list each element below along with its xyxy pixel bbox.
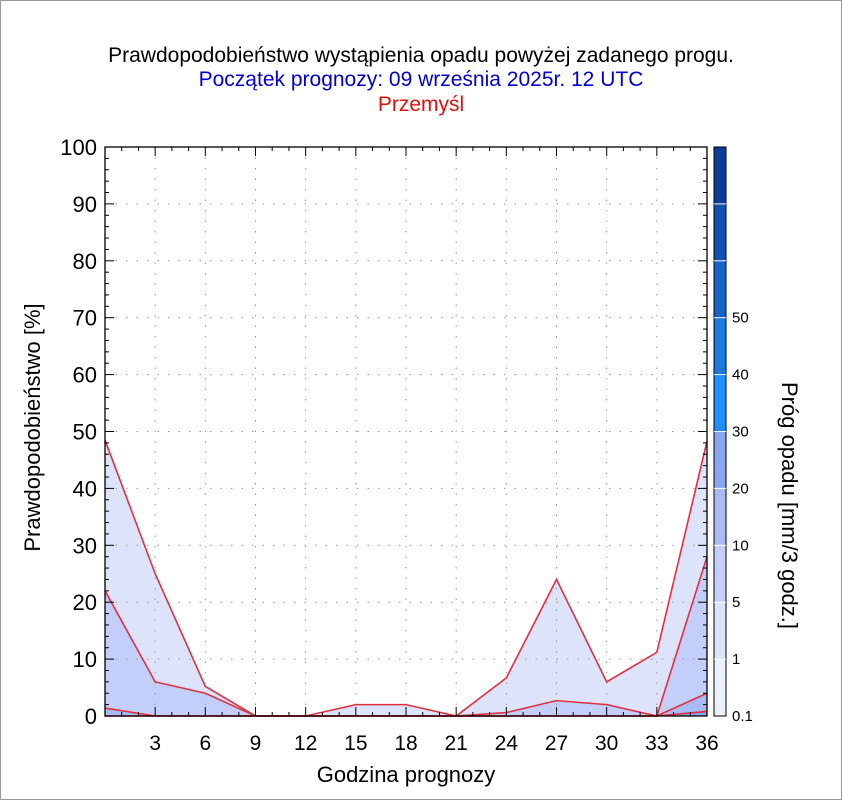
x-tick-label: 15: [344, 732, 367, 755]
y-axis-label: Prawdopodobieństwo [%]: [20, 303, 45, 551]
colorbar-labels: 0.1 1 5 10 20 30 40 50: [732, 310, 753, 725]
colorbar-tick-label: 5: [732, 594, 740, 611]
area-threshold-1: [105, 556, 707, 716]
colorbar-tick-label: 30: [732, 424, 749, 441]
y-tick-label: 10: [73, 647, 97, 672]
y-tick-label: 70: [73, 306, 97, 331]
colorbar-tick-label: 0.1: [732, 708, 753, 725]
x-tick-label: 18: [394, 732, 417, 755]
y-tick-label: 80: [73, 249, 97, 274]
x-tick-label: 33: [645, 732, 668, 755]
location-name: Przemyśl: [377, 93, 465, 116]
colorbar-segment: [714, 260, 726, 318]
colorbar-segment: [714, 659, 726, 716]
colorbar-tick-label: 1: [732, 651, 740, 668]
x-tick-label: 24: [495, 732, 519, 755]
x-tick-label: 21: [444, 732, 467, 755]
colorbar-segment: [714, 147, 726, 204]
colorbar-segment: [714, 317, 726, 375]
x-tick-labels: 3 6 9 12 15 18 21 24 27 30 33 36: [149, 732, 718, 755]
x-axis-label: Godzina prognozy: [317, 762, 496, 787]
colorbar-segment: [714, 374, 726, 432]
colorbar-label: Próg opadu [mm/3 godz.]: [777, 382, 802, 629]
colorbar-segment: [714, 203, 726, 261]
x-tick-label: 6: [199, 732, 211, 755]
grid-lines: [105, 147, 707, 716]
x-tick-label: 30: [595, 732, 618, 755]
probability-areas: [105, 440, 707, 716]
colorbar-tick-label: 20: [732, 480, 749, 497]
x-tick-label: 3: [149, 732, 161, 755]
area-threshold-0.1: [105, 440, 707, 716]
colorbar-segment: [714, 545, 726, 603]
axis-ticks: [104, 146, 708, 717]
y-tick-label: 0: [85, 704, 97, 729]
x-tick-label: 12: [294, 732, 317, 755]
y-tick-labels: 0 10 20 30 40 50 60 70 80 90 100: [60, 135, 97, 729]
colorbar-segment: [714, 602, 726, 660]
y-tick-label: 20: [73, 590, 97, 615]
x-tick-label: 27: [545, 732, 568, 755]
colorbar-tick-label: 10: [732, 537, 749, 554]
colorbar: [713, 146, 727, 717]
colorbar-tick-label: 50: [732, 310, 749, 327]
x-tick-label: 36: [695, 732, 718, 755]
colorbar-segment: [714, 488, 726, 546]
y-tick-label: 50: [73, 420, 97, 445]
y-tick-label: 40: [73, 476, 97, 501]
y-tick-label: 60: [73, 363, 97, 388]
y-tick-label: 30: [73, 533, 97, 558]
forecast-start-subtitle: Początek prognozy: 09 września 2025r. 12…: [198, 68, 644, 91]
y-tick-label: 90: [73, 192, 97, 217]
y-tick-label: 100: [60, 135, 97, 160]
chart-title: Prawdopodobieństwo wystąpienia opadu pow…: [108, 44, 734, 67]
colorbar-segment: [714, 431, 726, 489]
x-tick-label: 9: [250, 732, 262, 755]
colorbar-tick-label: 40: [732, 367, 749, 384]
line-threshold-0.1: [104, 439, 708, 717]
